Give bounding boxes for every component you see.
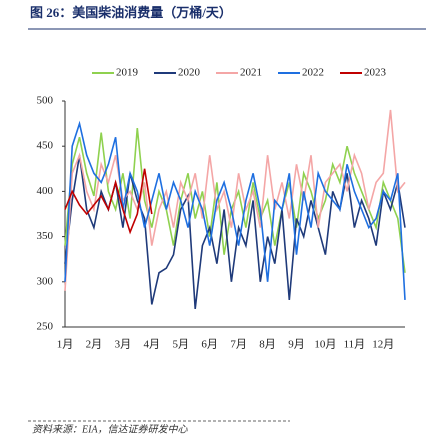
x-tick-label: 4月: [144, 339, 161, 351]
legend-label: 2022: [302, 67, 324, 79]
series-line: [64, 168, 153, 235]
x-tick-label: 8月: [259, 339, 276, 351]
x-tick-label: 2月: [86, 339, 103, 351]
x-tick-label: 11月: [344, 339, 366, 351]
x-tick-label: 5月: [172, 339, 189, 351]
x-tick-label: 10月: [314, 339, 336, 351]
x-tick-label: 6月: [201, 339, 218, 351]
legend-label: 2019: [116, 67, 139, 79]
x-tick-label: 1月: [57, 339, 74, 351]
series-line: [64, 155, 406, 309]
y-tick-label: 500: [37, 95, 54, 107]
legend-label: 2021: [240, 67, 262, 79]
source: 资料来源：EIA，信达证券研发中心: [32, 423, 189, 435]
legend-label: 2023: [364, 67, 387, 79]
y-tick-label: 350: [37, 230, 54, 242]
y-tick-label: 250: [37, 321, 54, 333]
y-tick-label: 450: [37, 140, 54, 152]
x-tick-label: 12月: [372, 339, 394, 351]
legend-label: 2020: [178, 67, 201, 79]
x-tick-label: 9月: [288, 339, 305, 351]
x-tick-label: 3月: [115, 339, 132, 351]
y-tick-label: 300: [37, 275, 54, 287]
chart-title: 图 26：美国柴油消费量（万桶/天）: [30, 5, 232, 20]
x-tick-label: 7月: [230, 339, 247, 351]
series-line: [64, 120, 406, 300]
y-tick-label: 400: [37, 185, 54, 197]
